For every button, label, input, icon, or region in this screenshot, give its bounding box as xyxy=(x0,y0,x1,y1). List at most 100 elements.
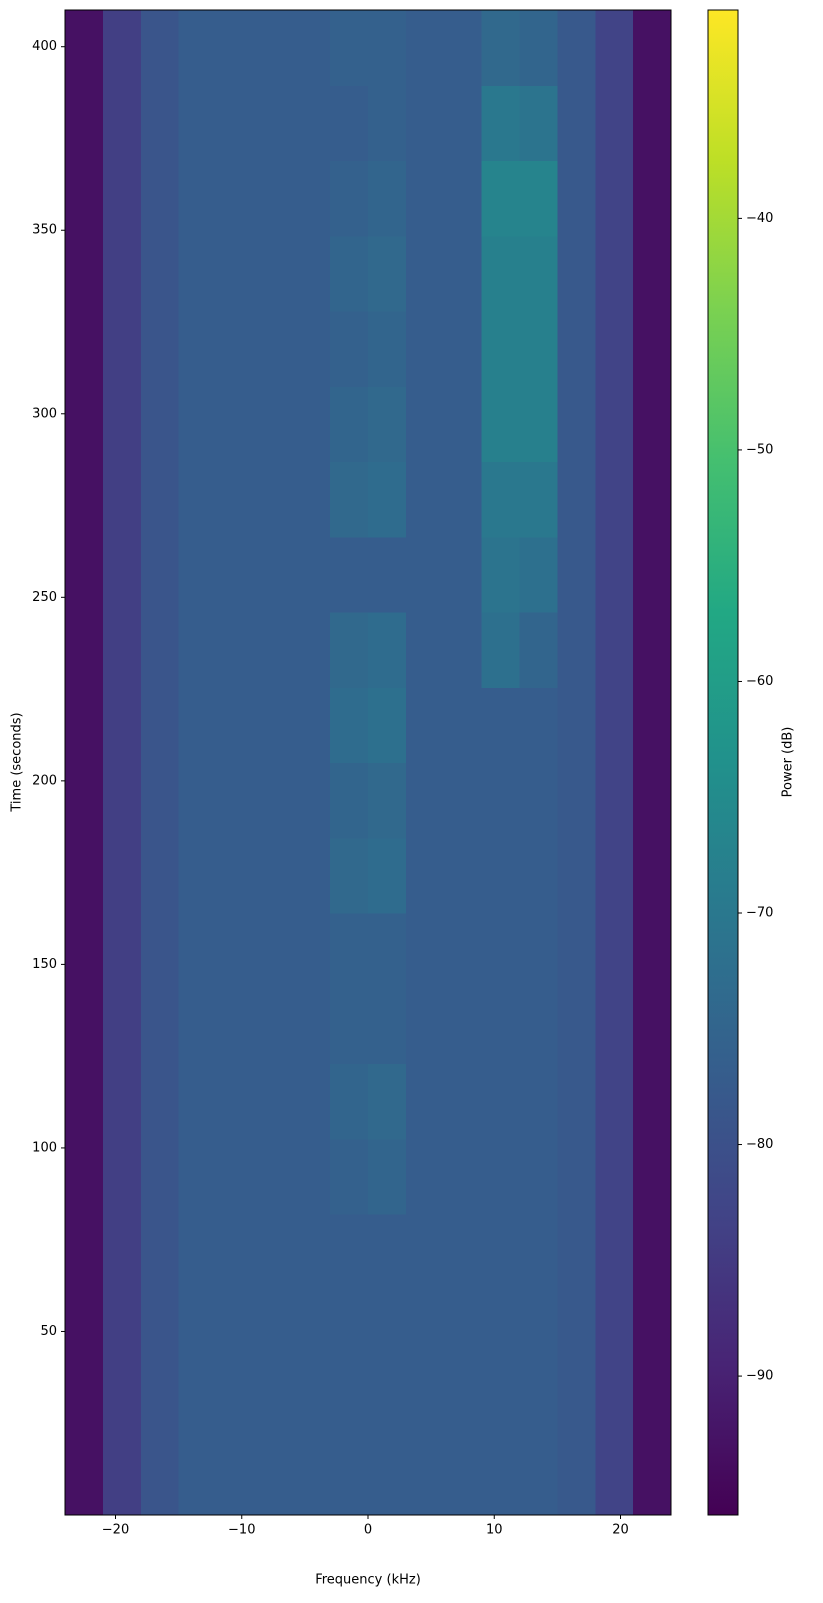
heatmap-cell xyxy=(178,461,217,538)
heatmap-cell xyxy=(481,988,520,1064)
heatmap-cell xyxy=(557,1364,596,1441)
heatmap-cell xyxy=(65,160,104,237)
heatmap-cell xyxy=(443,235,483,312)
heatmap-cell xyxy=(292,536,331,613)
heatmap-cell xyxy=(405,687,445,763)
heatmap-cell xyxy=(140,10,180,86)
heatmap-cell xyxy=(254,160,293,237)
heatmap-cell xyxy=(405,160,445,237)
heatmap-cell xyxy=(140,837,180,914)
heatmap-cell xyxy=(330,1289,369,1365)
heatmap-cell xyxy=(557,988,596,1064)
colorbar-tick-label: −60 xyxy=(746,674,773,689)
heatmap-cell xyxy=(140,612,180,688)
heatmap-cell xyxy=(595,85,634,161)
heatmap-cell xyxy=(481,1364,520,1441)
heatmap-cell xyxy=(595,1289,634,1365)
heatmap-cell xyxy=(292,837,331,914)
heatmap-cell xyxy=(557,311,596,387)
heatmap-cell xyxy=(633,1214,672,1290)
heatmap-cell xyxy=(178,988,217,1064)
heatmap-cell xyxy=(519,10,558,86)
heatmap-cell xyxy=(557,913,596,989)
heatmap-cell xyxy=(65,612,104,688)
heatmap-cell xyxy=(481,461,520,538)
heatmap-cell xyxy=(330,386,369,462)
heatmap-cell xyxy=(330,837,369,914)
heatmap-cell xyxy=(254,10,293,86)
y-tick-label: 350 xyxy=(32,223,57,238)
heatmap-cell xyxy=(102,988,142,1064)
heatmap-cell xyxy=(102,461,142,538)
heatmap-cell xyxy=(178,536,217,613)
heatmap-cell xyxy=(368,1289,407,1365)
heatmap-cell xyxy=(633,536,672,613)
heatmap-cell xyxy=(216,386,255,462)
heatmap-cell xyxy=(557,160,596,237)
heatmap-cell xyxy=(443,160,483,237)
heatmap-cell xyxy=(405,1289,445,1365)
heatmap-cell xyxy=(557,1439,596,1516)
heatmap-cell xyxy=(519,1289,558,1365)
heatmap-cell xyxy=(140,762,180,839)
heatmap-cell xyxy=(481,612,520,688)
heatmap-cell xyxy=(330,536,369,613)
heatmap-cell xyxy=(140,1364,180,1441)
heatmap-cell xyxy=(595,762,634,839)
heatmap-cell xyxy=(443,1289,483,1365)
heatmap-cell xyxy=(443,1439,483,1516)
heatmap-cell xyxy=(405,85,445,161)
heatmap-cell xyxy=(254,235,293,312)
heatmap-cell xyxy=(405,461,445,538)
heatmap-cell xyxy=(633,1439,672,1516)
heatmap-cell xyxy=(140,461,180,538)
heatmap-cell xyxy=(368,311,407,387)
heatmap-cell xyxy=(595,1364,634,1441)
heatmap-cell xyxy=(595,461,634,538)
heatmap-cell xyxy=(216,311,255,387)
y-tick-label: 150 xyxy=(32,957,57,972)
heatmap-cell xyxy=(216,612,255,688)
y-tick-label: 100 xyxy=(32,1140,57,1155)
heatmap-cell xyxy=(178,913,217,989)
heatmap-cell xyxy=(292,160,331,237)
heatmap-cell xyxy=(292,461,331,538)
heatmap-cell xyxy=(595,235,634,312)
colorbar-tick-label: −50 xyxy=(746,442,773,457)
heatmap-cell xyxy=(633,160,672,237)
heatmap-cell xyxy=(481,536,520,613)
heatmap-cell xyxy=(405,1138,445,1215)
heatmap-cell xyxy=(519,762,558,839)
heatmap-cell xyxy=(65,85,104,161)
heatmap xyxy=(65,10,672,1516)
heatmap-cell xyxy=(557,1289,596,1365)
heatmap-cell xyxy=(633,1289,672,1365)
y-axis-label: Time (seconds) xyxy=(10,712,25,812)
heatmap-cell xyxy=(216,1063,255,1140)
heatmap-cell xyxy=(140,988,180,1064)
heatmap-cell xyxy=(292,612,331,688)
heatmap-cell xyxy=(216,913,255,989)
heatmap-cell xyxy=(633,10,672,86)
heatmap-cell xyxy=(330,160,369,237)
heatmap-cell xyxy=(178,837,217,914)
heatmap-cell xyxy=(216,10,255,86)
heatmap-cell xyxy=(178,687,217,763)
heatmap-cell xyxy=(405,235,445,312)
heatmap-cell xyxy=(254,913,293,989)
heatmap-cell xyxy=(481,1138,520,1215)
heatmap-cell xyxy=(633,1063,672,1140)
heatmap-cell xyxy=(65,311,104,387)
heatmap-cell xyxy=(368,988,407,1064)
heatmap-cell xyxy=(254,1364,293,1441)
heatmap-cell xyxy=(443,913,483,989)
heatmap-cell xyxy=(178,160,217,237)
heatmap-cell xyxy=(519,536,558,613)
heatmap-cell xyxy=(178,386,217,462)
heatmap-cell xyxy=(633,85,672,161)
heatmap-cell xyxy=(519,913,558,989)
heatmap-cell xyxy=(216,1439,255,1516)
heatmap-cell xyxy=(65,1214,104,1290)
heatmap-cell xyxy=(140,1439,180,1516)
heatmap-cell xyxy=(140,1138,180,1215)
